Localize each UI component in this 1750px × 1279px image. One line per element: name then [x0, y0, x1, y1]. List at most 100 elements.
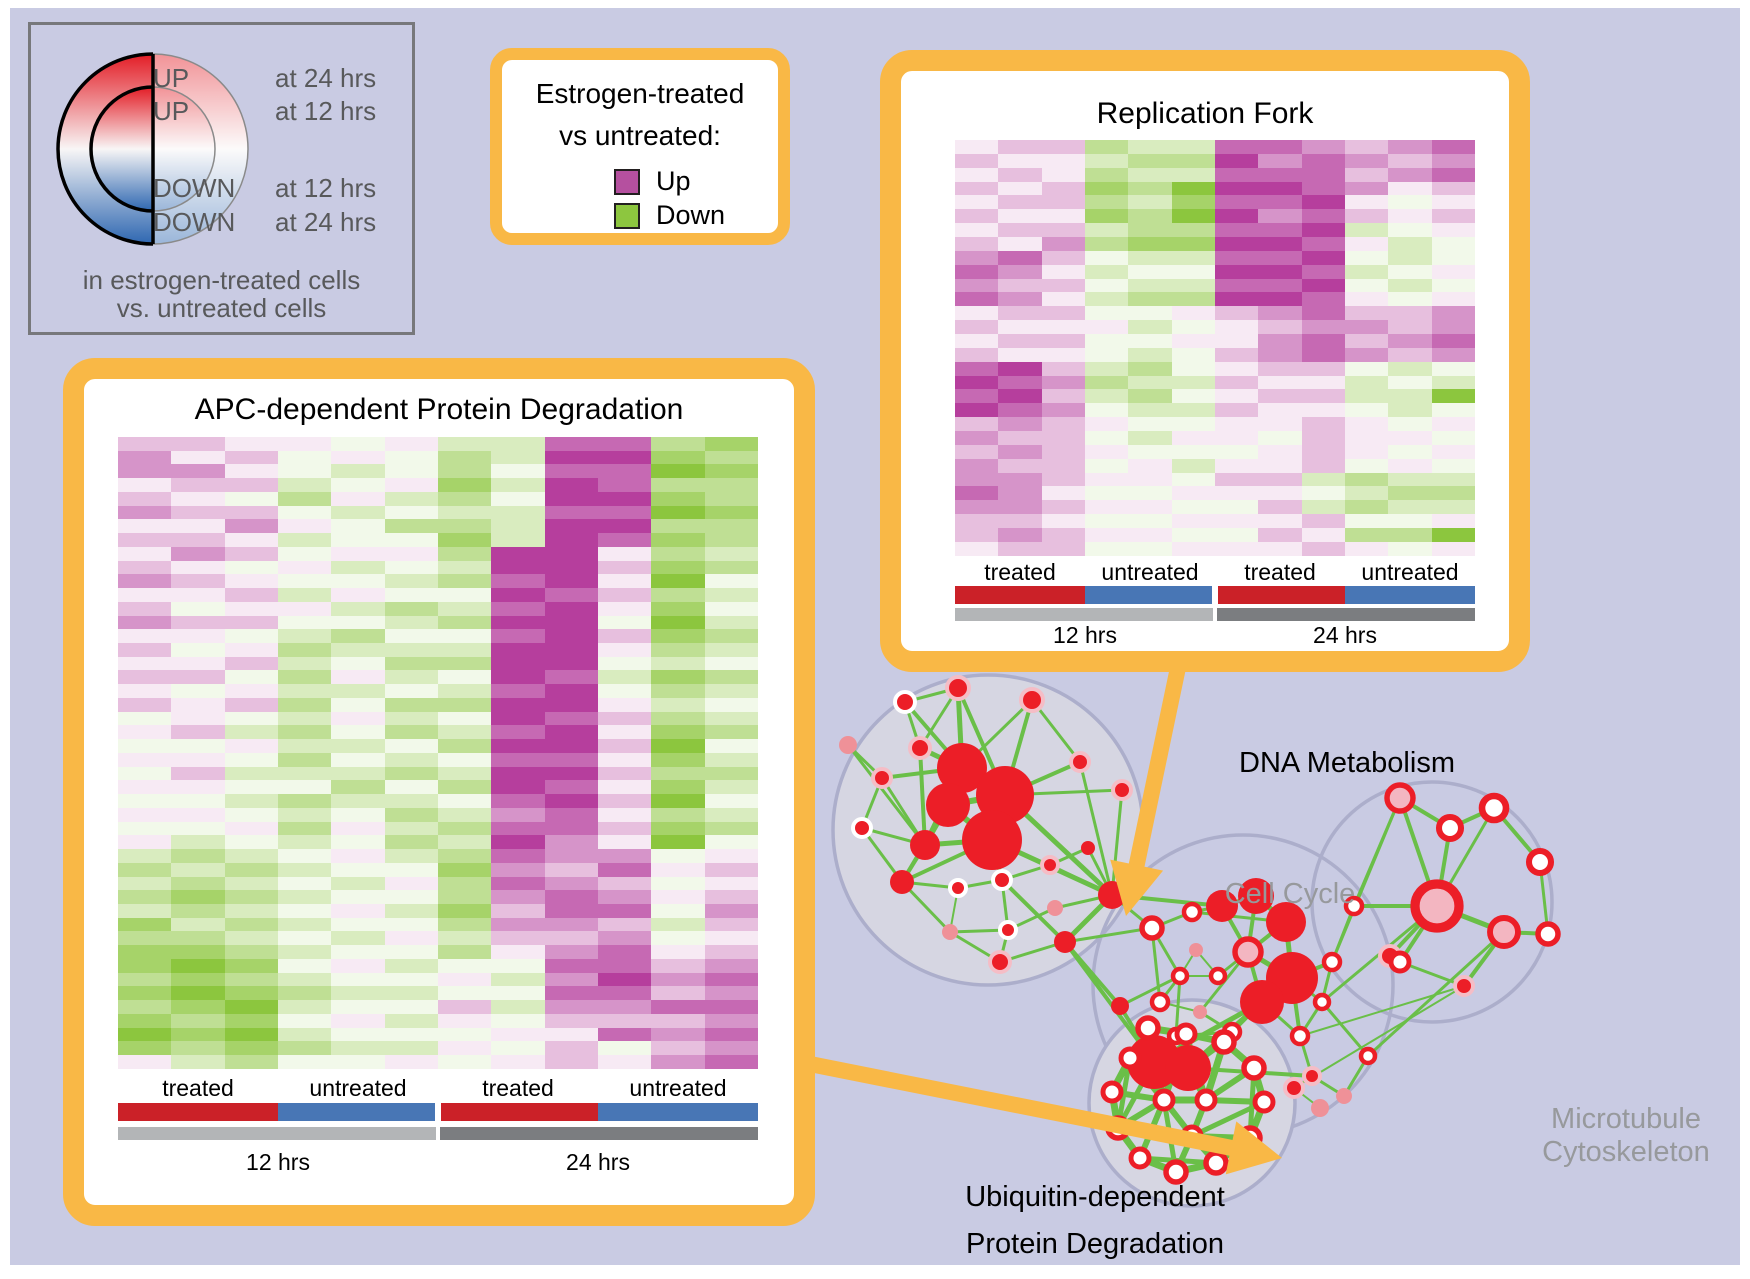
time-label: 24 hrs: [1313, 622, 1377, 648]
time-bar: [1217, 608, 1475, 621]
heatmap-row: [118, 656, 758, 671]
heatmap-row: [955, 306, 1475, 321]
heatmap-row: [118, 972, 758, 987]
updown-legend-title-line1: Estrogen-treated: [535, 78, 745, 109]
heatmap-row: [955, 278, 1475, 293]
network-cluster-label: Cytoskeleton: [1542, 1136, 1710, 1168]
wheel-footer-line1: in estrogen-treated cells: [82, 265, 361, 295]
heatmap-row: [118, 945, 758, 959]
heatmap-row: [118, 437, 758, 451]
heatmap-row: [118, 986, 758, 1001]
heatmap-row: [118, 849, 758, 863]
heatmap-row: [955, 375, 1475, 390]
wheel-time-label: at 24 hrs: [275, 63, 377, 93]
heatmap-row: [118, 491, 758, 506]
heatmap-row: [118, 711, 758, 726]
wheel-footer-line2: vs. untreated cells: [116, 293, 327, 323]
treatment-bar: [441, 1103, 598, 1121]
apc-heatmap-panel: APC-dependent Protein Degradation treate…: [63, 358, 815, 1226]
heatmap-row: [955, 320, 1475, 335]
heatmap-row: [118, 821, 758, 836]
heatmap-row: [955, 195, 1475, 210]
heatmap-row: [955, 237, 1475, 251]
heatmap-row: [118, 835, 758, 850]
group-label: treated: [482, 1075, 554, 1101]
legend-item-up: Up: [614, 166, 691, 197]
group-label: treated: [1244, 559, 1316, 585]
heatmap-row: [955, 458, 1475, 473]
heatmap-row: [955, 223, 1475, 238]
heatmap-row: [118, 615, 758, 630]
wheel-time-label: at 24 hrs: [275, 207, 377, 237]
heatmap-row: [118, 505, 758, 520]
wheel-time-down24: at 24 hrs: [275, 207, 376, 238]
heatmap-row: [118, 519, 758, 534]
rf-panel-title: Replication Fork: [1096, 97, 1314, 130]
heatmap-row: [955, 444, 1475, 459]
heatmap-row: [118, 917, 758, 932]
wheel-dir-label: UP: [153, 63, 190, 93]
heatmap-row: [955, 153, 1475, 168]
heatmap-row: [955, 486, 1475, 501]
heatmap-row: [955, 250, 1475, 265]
time-bar: [440, 1127, 758, 1140]
wheel-time-up12: at 12 hrs: [275, 96, 376, 127]
legend-item-down: Down: [614, 200, 725, 231]
treatment-bar: [118, 1103, 278, 1121]
heatmap-row: [118, 574, 758, 589]
time-bar: [955, 608, 1213, 621]
up-color-swatch: [614, 168, 640, 195]
rf-heatmap: [955, 140, 1475, 556]
heatmap-row: [118, 533, 758, 547]
heatmap-row: [955, 514, 1475, 529]
treatment-bar: [955, 586, 1085, 604]
group-label: treated: [984, 559, 1056, 585]
heatmap-row: [118, 766, 758, 781]
wheel-row-up24: UP: [153, 63, 189, 94]
treatment-bar: [1085, 586, 1212, 604]
group-label: treated: [162, 1075, 234, 1101]
network-cluster-label: Ubiquitin-dependent: [965, 1181, 1225, 1213]
heatmap-row: [955, 417, 1475, 432]
heatmap-row: [118, 697, 758, 712]
wheel-time-up24: at 24 hrs: [275, 63, 376, 94]
heatmap-row: [955, 431, 1475, 445]
heatmap-row: [955, 541, 1475, 556]
heatmap-row: [955, 292, 1475, 307]
heatmap-row: [955, 264, 1475, 279]
heatmap-row: [118, 794, 758, 808]
heatmap-row: [955, 472, 1475, 487]
wheel-time-label: at 12 hrs: [275, 173, 377, 203]
network-cluster-label: DNA Metabolism: [1239, 747, 1455, 779]
wheel-row-down12: DOWN: [153, 173, 235, 204]
heatmap-row: [118, 588, 758, 602]
time-bar: [118, 1127, 436, 1140]
heatmap-row: [118, 958, 758, 973]
heatmap-row: [118, 478, 758, 492]
heatmap-row: [118, 643, 758, 657]
updown-color-wheel: [56, 52, 249, 246]
heatmap-row: [118, 1055, 758, 1069]
network-cluster-label: Microtubule: [1551, 1103, 1701, 1135]
network-cluster-label: Cell Cycle: [1224, 878, 1356, 910]
wheel-dir-label: DOWN: [153, 207, 236, 237]
down-label: Down: [656, 200, 726, 230]
wheel-dir-label: DOWN: [153, 173, 236, 203]
heatmap-row: [118, 1000, 758, 1014]
down-color-swatch: [614, 202, 640, 229]
heatmap-row: [955, 181, 1475, 196]
heatmap-row: [955, 167, 1475, 182]
heatmap-row: [118, 725, 758, 740]
group-label: untreated: [309, 1075, 407, 1101]
wheel-row-down24: DOWN: [153, 207, 235, 238]
time-label: 12 hrs: [1053, 622, 1117, 648]
heatmap-row: [118, 464, 758, 479]
replication-fork-panel: Replication Fork treated untreated treated…: [880, 50, 1530, 672]
heatmap-row: [118, 862, 758, 877]
heatmap-row: [118, 1041, 758, 1056]
wheel-time-label: at 12 hrs: [275, 96, 377, 126]
group-label: untreated: [629, 1075, 727, 1101]
wheel-dir-label: UP: [153, 96, 190, 126]
wheel-row-up12: UP: [153, 96, 189, 127]
